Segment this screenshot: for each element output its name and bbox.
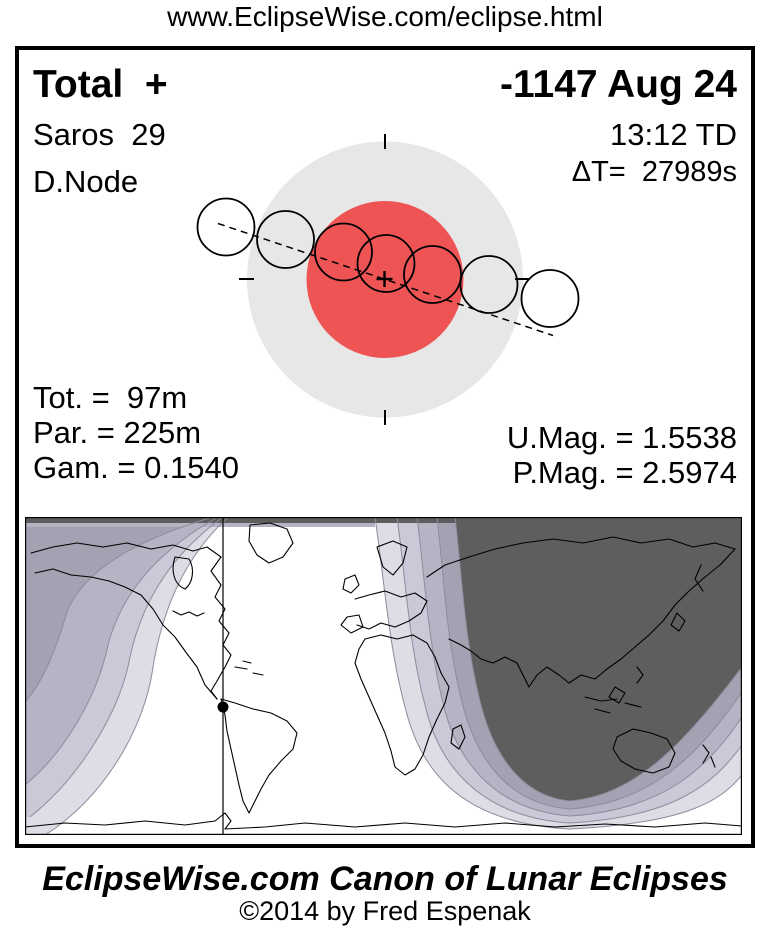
penumbral-magnitude-label: P.Mag. = 2.5974	[512, 455, 737, 490]
delta-t-label: ΔT= 27989s	[571, 156, 737, 188]
shadow-diagram	[196, 134, 580, 425]
totality-duration-label: Tot. = 97m	[33, 380, 188, 415]
eclipse-date-label: -1147 Aug 24	[499, 63, 737, 106]
moon-position-2	[256, 210, 315, 269]
map-frame	[25, 517, 742, 835]
no-eclipse-region	[455, 517, 742, 801]
partial-duration-label: Par. = 225m	[33, 415, 202, 450]
polar-strip	[25, 517, 742, 523]
moon-position-7	[520, 269, 580, 328]
moon-position-6	[459, 255, 519, 314]
node-label: D.Node	[33, 164, 139, 199]
visibility-bands-east	[375, 517, 742, 829]
copyright-line: ©2014 by Fred Espenak	[239, 896, 531, 926]
visibility-world-map	[25, 517, 742, 835]
page-title-url: www.EclipseWise.com/eclipse.html	[167, 1, 603, 32]
eclipse-data-plate: Total + -1147 Aug 24 Saros 29 13:12 TD D…	[15, 46, 755, 848]
canon-title: EclipseWise.com Canon of Lunar Eclipses	[42, 860, 728, 898]
polar-band-strip	[25, 523, 375, 527]
continent-outlines	[25, 522, 742, 830]
greatest-time-label: 13:12 TD	[610, 117, 737, 152]
umbral-magnitude-label: U.Mag. = 1.5538	[506, 420, 737, 455]
gamma-label: Gam. = 0.1540	[33, 450, 239, 485]
moon-position-4	[356, 234, 416, 293]
sub-lunar-point-dot	[217, 701, 229, 713]
moon-position-3	[314, 222, 373, 282]
moon-position-1	[196, 197, 256, 257]
saros-label: Saros 29	[33, 117, 166, 152]
eclipse-type-label: Total +	[33, 63, 168, 106]
moon-path-line	[217, 222, 554, 337]
contact-curves	[25, 517, 742, 835]
plate-inner: Total + -1147 Aug 24 Saros 29 13:12 TD D…	[15, 46, 755, 848]
moon-position-5	[403, 245, 462, 304]
